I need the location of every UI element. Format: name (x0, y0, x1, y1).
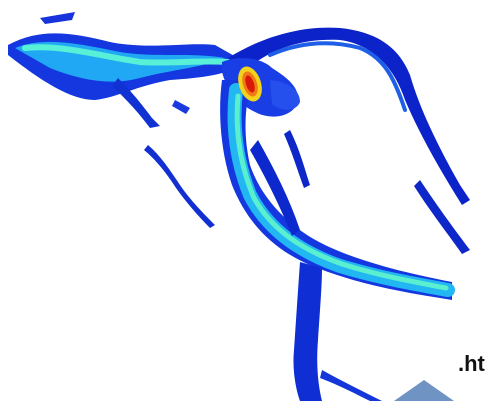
channel-lower-side (250, 140, 300, 236)
channel-upper-right-inner (268, 41, 407, 112)
confluence-pool-right (270, 80, 300, 110)
fragment-left-bank (144, 145, 215, 228)
channel-main-down-flow (234, 93, 449, 291)
channel-left-branch (40, 12, 75, 24)
channel-upper-right (228, 27, 470, 205)
channel-bottom-branch (320, 370, 382, 401)
channel-main-down (220, 80, 452, 300)
hotspot-core (245, 75, 255, 93)
channel-upper-left-flow (22, 44, 231, 66)
fragment-small-1 (172, 100, 190, 114)
channel-far-right (414, 180, 470, 254)
channel-left-spur (112, 78, 160, 128)
channel-bottom (293, 262, 322, 401)
fragment-small-2 (284, 130, 310, 188)
fragment-text: .ht (458, 351, 485, 376)
